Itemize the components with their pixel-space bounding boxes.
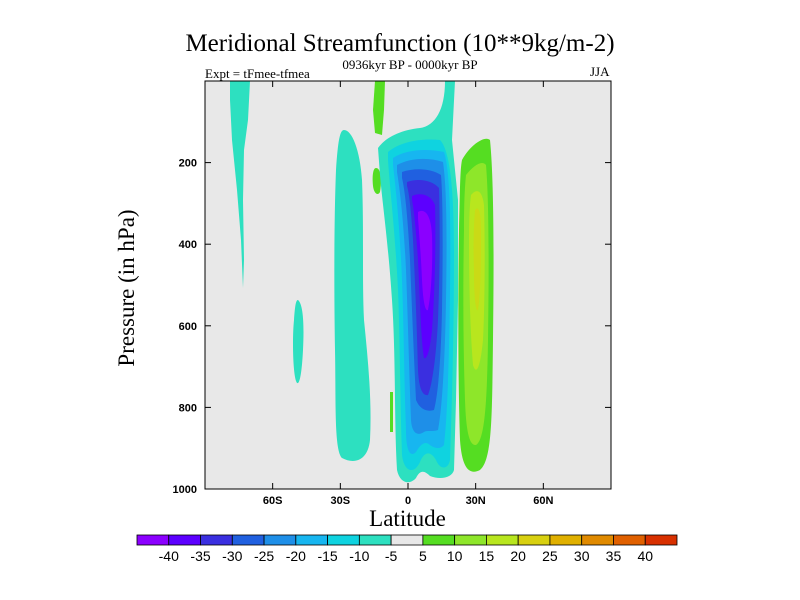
contour-region-eq-minus-40: [418, 210, 433, 311]
x-tick-label: 60N: [533, 495, 553, 507]
colorbar-swatch: [549, 534, 583, 546]
colorbar-swatch: [581, 534, 614, 546]
colorbar-label: -25: [254, 548, 274, 564]
y-tick-label: 600: [179, 321, 197, 333]
colorbar-label: -30: [222, 548, 242, 564]
colorbar-swatch: [358, 534, 392, 546]
colorbar-swatch: [295, 534, 328, 546]
colorbar-swatch: [231, 534, 265, 546]
colorbar-swatch: [644, 534, 678, 546]
colorbar: -40 -35 -30 -25 -20 -15 -10 -5 5 10 15 20 25 30 35 40: [136, 534, 678, 564]
colorbar-label: -20: [286, 548, 306, 564]
contour-region-sh-highlat: [230, 81, 250, 288]
colorbar-swatch: [263, 534, 297, 546]
period-label: 0936kyr BP - 0000kyr BP: [342, 57, 478, 72]
contour-region-upper-positive-patch: [372, 168, 381, 194]
colorbar-swatch: [390, 534, 424, 546]
colorbar-label: 40: [637, 548, 653, 564]
x-tick-label: 30N: [466, 495, 486, 507]
colorbar-label: 5: [419, 548, 427, 564]
colorbar-label: 20: [510, 548, 526, 564]
contour-region-nh-plus-20: [473, 208, 481, 311]
chart-title: Meridional Streamfunction (10**9kg/m-2): [185, 30, 615, 57]
x-tick-label: 60S: [263, 495, 283, 507]
y-tick-label: 800: [179, 402, 197, 414]
season-label: JJA: [590, 64, 610, 79]
experiment-label: Expt = tFmee-tfmea: [205, 66, 310, 81]
colorbar-label: 10: [447, 548, 463, 564]
contour-region-upper-positive-strip: [373, 81, 385, 135]
colorbar-swatch: [486, 534, 519, 546]
x-axis-title: Latitude: [369, 506, 446, 531]
colorbar-swatch: [517, 534, 551, 546]
colorbar-label: -5: [385, 548, 398, 564]
colorbar-label: 30: [574, 548, 590, 564]
x-tick-label: 0: [405, 495, 411, 507]
colorbar-swatch: [454, 534, 487, 546]
colorbar-label: -10: [349, 548, 369, 564]
colorbar-label: 35: [606, 548, 622, 564]
colorbar-swatch: [613, 534, 646, 546]
colorbar-swatch: [136, 534, 170, 546]
colorbar-label: 25: [542, 548, 558, 564]
colorbar-swatch: [422, 534, 456, 546]
contour-region-sh-subtropical: [334, 130, 371, 461]
contour-region-lower-positive-sliver: [390, 392, 393, 432]
y-tick-label: 200: [179, 158, 197, 170]
colorbar-swatch: [168, 534, 201, 546]
y-tick-label: 1000: [173, 484, 197, 496]
x-tick-label: 30S: [331, 495, 351, 507]
contour-field: [230, 81, 494, 483]
colorbar-label: -40: [159, 548, 179, 564]
colorbar-label: 15: [479, 548, 495, 564]
colorbar-swatch: [200, 534, 233, 546]
axes-group: 60S 30S 0 30N 60N 200 400 600 800 1000: [173, 81, 611, 507]
colorbar-label: -35: [190, 548, 210, 564]
contour-region-sh-midlat-blob: [293, 300, 304, 384]
y-tick-label: 400: [179, 239, 197, 251]
colorbar-label: -15: [317, 548, 337, 564]
colorbar-swatch: [327, 534, 360, 546]
